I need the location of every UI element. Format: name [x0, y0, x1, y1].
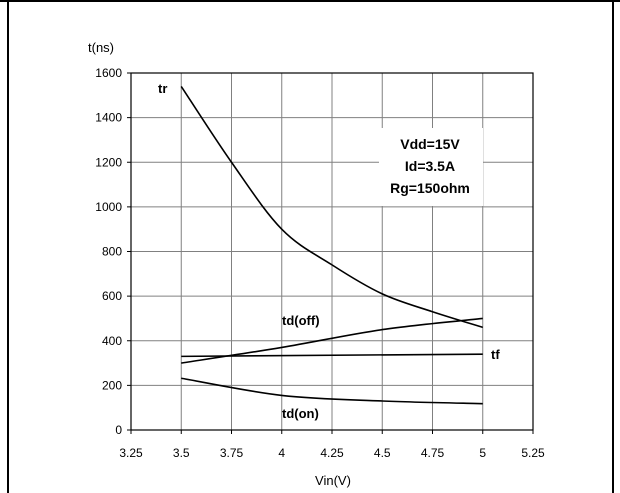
- y-tick-label: 600: [102, 289, 122, 303]
- x-tick-label: 4: [278, 446, 285, 460]
- x-tick-label: 3.75: [220, 446, 244, 460]
- frame-top-border: [0, 0, 620, 2]
- y-tick-label: 0: [115, 423, 122, 437]
- y-tick-label: 1000: [95, 200, 122, 214]
- y-tick-label: 400: [102, 334, 122, 348]
- y-tick-label: 1200: [95, 155, 122, 169]
- frame-left-border: [7, 0, 9, 493]
- annotation-line: Id=3.5A: [405, 158, 455, 174]
- x-tick-label: 5.25: [521, 446, 545, 460]
- series-label-tr: tr: [158, 81, 167, 96]
- x-tick-label: 3.25: [119, 446, 143, 460]
- y-tick-label: 1400: [95, 111, 122, 125]
- series-label-tf: tf: [491, 347, 500, 362]
- x-tick-label: 3.5: [173, 446, 190, 460]
- y-tick-label: 1600: [95, 66, 122, 80]
- annotation-line: Vdd=15V: [400, 136, 460, 152]
- y-tick-label: 200: [102, 378, 122, 392]
- x-tick-label: 5: [479, 446, 486, 460]
- y-tick-label: 800: [102, 245, 122, 259]
- x-axis-title: Vin(V): [315, 473, 351, 488]
- x-tick-label: 4.5: [374, 446, 391, 460]
- annotation-box: [379, 128, 483, 206]
- y-axis-title: t(ns): [88, 40, 114, 55]
- series-line-tf: [181, 353, 483, 358]
- series-line-tr: [180, 85, 483, 329]
- series-line-tdon: [181, 377, 483, 405]
- x-tick-label: 4.25: [320, 446, 344, 460]
- series-label-tdoff: td(off): [282, 313, 320, 328]
- x-tick-label: 4.75: [421, 446, 445, 460]
- annotation-line: Rg=150ohm: [390, 180, 470, 196]
- series-label-tdon: td(on): [282, 406, 319, 421]
- frame-right-border: [612, 0, 614, 493]
